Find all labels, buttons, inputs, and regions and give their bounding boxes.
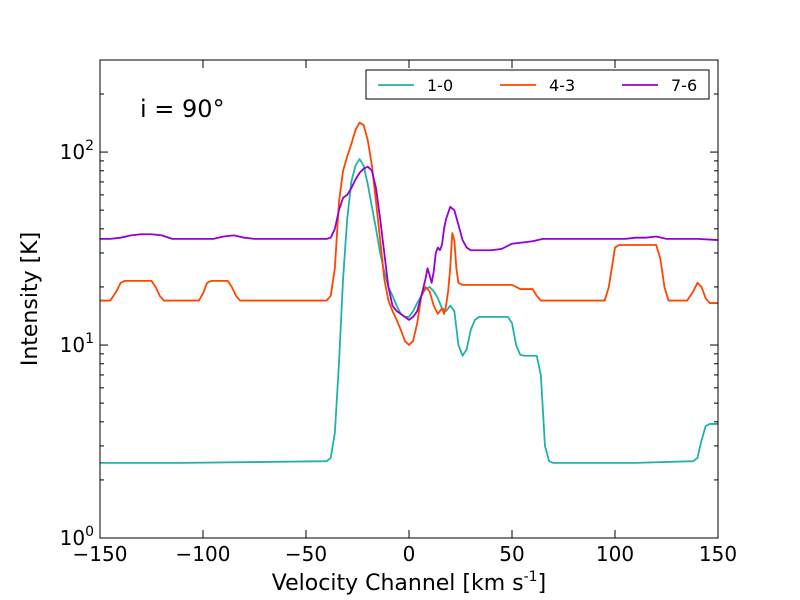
series-line-1-0 bbox=[100, 158, 718, 464]
inclination-annotation: i = 90° bbox=[140, 95, 225, 123]
x-axis-title-main: Velocity Channel [km s bbox=[272, 571, 524, 596]
y-axis-title: Intensity [K] bbox=[18, 232, 43, 366]
x-tick-label: 100 bbox=[596, 542, 634, 566]
series-group bbox=[100, 121, 718, 464]
plot-background bbox=[100, 60, 718, 538]
series-line-4-3 bbox=[100, 121, 718, 346]
x-tick-label: 150 bbox=[699, 542, 737, 566]
legend: 1-0 4-3 7-6 bbox=[365, 69, 710, 100]
legend-label-7-6: 7-6 bbox=[671, 76, 697, 95]
x-axis-title: Velocity Channel [km s-1] bbox=[272, 569, 546, 596]
y-tick-label: 101 bbox=[60, 331, 94, 357]
y-tick-label: 100 bbox=[60, 524, 94, 550]
plot-area bbox=[99, 59, 719, 539]
x-tick-label: −150 bbox=[73, 542, 128, 566]
series-line-7-6 bbox=[100, 165, 718, 321]
legend-label-4-3: 4-3 bbox=[549, 76, 575, 95]
plot-frame bbox=[99, 59, 719, 539]
legend-label-1-0: 1-0 bbox=[427, 76, 453, 95]
x-axis-title-tail: ] bbox=[538, 571, 547, 596]
x-tick-label: 50 bbox=[499, 542, 524, 566]
x-tick-labels: −150 −100 −50 0 50 100 150 bbox=[73, 542, 738, 566]
x-tick-label: −100 bbox=[176, 542, 231, 566]
x-axis-title-superscript: -1 bbox=[524, 569, 538, 585]
x-tick-label: 0 bbox=[403, 542, 416, 566]
x-tick-label: −50 bbox=[285, 542, 327, 566]
y-tick-labels: 100 101 102 bbox=[60, 138, 94, 550]
y-tick-label: 102 bbox=[60, 138, 94, 164]
